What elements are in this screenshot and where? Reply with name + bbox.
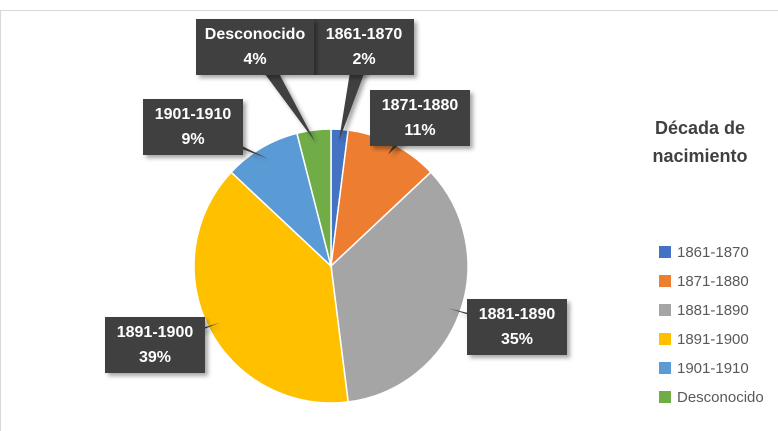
legend: 1861-1870 1871-1880 1881-1890 1891-1900 1901… (659, 244, 764, 406)
legend-swatch (659, 362, 671, 374)
data-labels: 1861-1870 2% 1871-1880 11% 1881-1890 35% 1891-… (105, 19, 567, 373)
legend-title: Década de nacimiento (652, 118, 748, 166)
legend-swatch (659, 391, 671, 403)
legend-label: 1901-1910 (677, 360, 749, 377)
legend-swatch (659, 333, 671, 345)
label-value: 2% (352, 51, 375, 68)
legend-label: Desconocido (677, 389, 764, 406)
label-box (105, 317, 205, 373)
label-value: 39% (139, 349, 171, 366)
label-box (314, 19, 414, 75)
label-category: 1891-1900 (117, 324, 194, 341)
label-category: 1861-1870 (326, 26, 403, 43)
label-box (467, 299, 567, 355)
pie-slice (330, 171, 469, 403)
legend-label: 1881-1890 (677, 302, 749, 319)
legend-swatch (659, 275, 671, 287)
legend-swatch (659, 246, 671, 258)
chart-border (0, 10, 778, 431)
pie-slice (296, 128, 332, 267)
label-category: 1871-1880 (382, 97, 459, 114)
label-value: 11% (404, 122, 435, 139)
label-category: 1901-1910 (155, 106, 232, 123)
label-box (143, 99, 243, 155)
pie-slice (193, 171, 350, 404)
legend-label: 1861-1870 (677, 244, 749, 261)
legend-swatch (659, 304, 671, 316)
label-value: 35% (501, 331, 533, 348)
label-box (196, 19, 314, 75)
label-category: Desconocido (205, 26, 306, 43)
label-category: 1881-1890 (479, 306, 556, 323)
label-value: 4% (243, 51, 266, 68)
legend-label: 1871-1880 (677, 273, 749, 290)
label-value: 9% (181, 131, 204, 148)
label-box (370, 90, 470, 146)
legend-label: 1891-1900 (677, 331, 749, 348)
pie (193, 128, 469, 404)
label-pointer (338, 47, 374, 142)
